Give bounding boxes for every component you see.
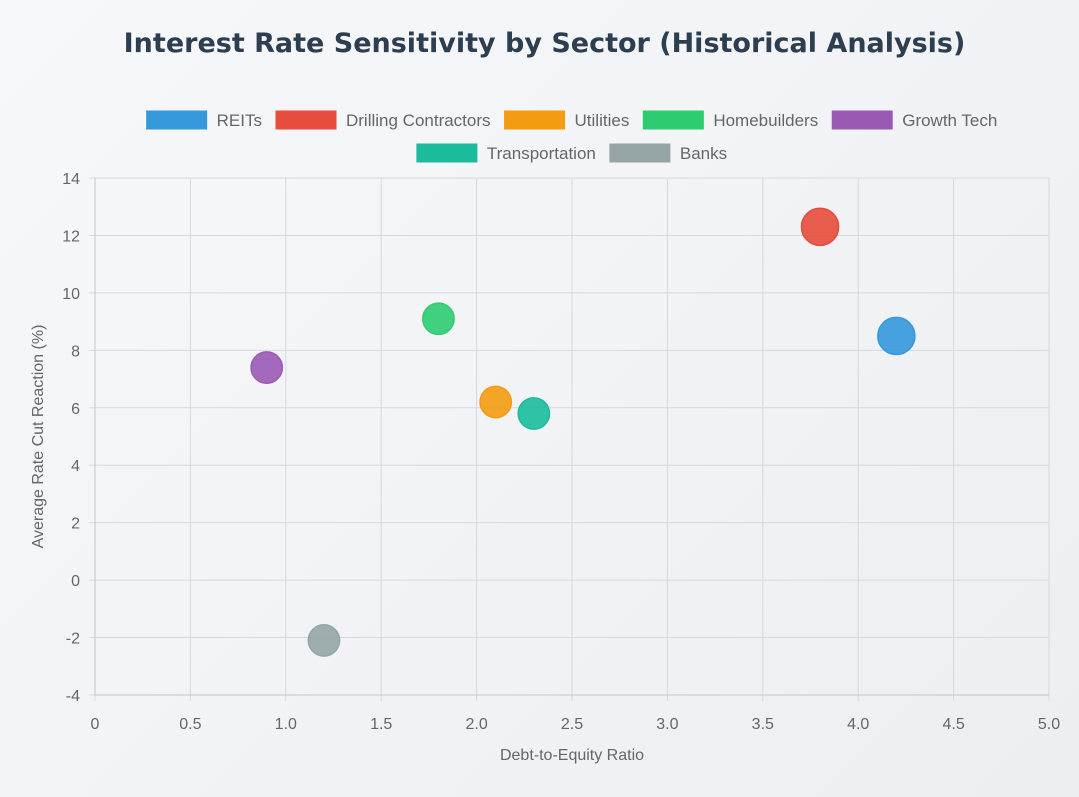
x-tick-label: 2.5: [561, 716, 583, 733]
x-tick-label: 2.0: [465, 716, 487, 733]
data-point-homebuilders: Homebuilders: [422, 302, 455, 336]
legend-swatch: [642, 110, 704, 130]
legend-label: Growth Tech: [902, 111, 997, 130]
legend[interactable]: REITs Drilling Contractors Utilities Homebu…: [146, 110, 998, 163]
x-tick-label: 3.5: [752, 716, 774, 733]
legend-item-reits[interactable]: REITs: [146, 110, 262, 130]
legend-item-banks[interactable]: Banks: [609, 143, 727, 163]
x-tick-label: 0.5: [179, 716, 201, 733]
x-tick-label: 4.0: [847, 716, 869, 733]
legend-item-transportation[interactable]: Transportation: [416, 143, 596, 163]
tick-labels: 0 0.5 1.0 1.5 2.0 2.5 3.0 3.5 4.0 4.5 5.0 -4 -2 0 2 4 6 8…: [62, 171, 1060, 733]
data-point-growth-tech: Growth Tech: [250, 351, 284, 384]
legend-swatch: [146, 110, 208, 130]
legend-swatch: [831, 110, 893, 130]
legend-swatch: [275, 110, 337, 130]
data-points: REITs Drilling Contractors Utilities Homebu…: [250, 207, 916, 657]
y-tick-label: 8: [71, 343, 80, 360]
legend-item-growth-tech[interactable]: Growth Tech: [831, 110, 997, 130]
x-tick-label: 3.0: [656, 716, 678, 733]
y-tick-label: -2: [66, 631, 80, 648]
y-tick-label: 4: [71, 458, 80, 475]
y-tick-label: 0: [71, 573, 80, 590]
legend-swatch: [416, 143, 478, 163]
data-point-drilling-contractors: Drilling Contractors: [800, 207, 840, 247]
legend-label: Homebuilders: [713, 111, 818, 130]
data-point-banks: Banks: [307, 624, 341, 657]
legend-item-homebuilders[interactable]: Homebuilders: [642, 110, 818, 130]
legend-item-utilities[interactable]: Utilities: [504, 110, 630, 130]
legend-swatch: [504, 110, 566, 130]
legend-label: Transportation: [487, 144, 596, 163]
chart-title: Interest Rate Sensitivity by Sector (His…: [123, 28, 966, 59]
y-tick-label: 6: [71, 401, 80, 418]
legend-item-drilling-contractors[interactable]: Drilling Contractors: [275, 110, 491, 130]
x-tick-label: 0: [91, 716, 100, 733]
legend-label: Banks: [680, 144, 727, 163]
x-tick-label: 5.0: [1038, 716, 1060, 733]
x-axis-title: Debt-to-Equity Ratio: [500, 747, 644, 764]
y-tick-label: 2: [71, 516, 80, 533]
y-axis-title: Average Rate Cut Reaction (%): [30, 325, 47, 549]
axes: [94, 178, 1049, 696]
data-point-transportation: Transportation: [517, 397, 551, 430]
x-tick-label: 1.5: [370, 716, 392, 733]
y-tick-label: 10: [62, 286, 80, 303]
grid-lines: [89, 177, 1050, 701]
legend-label: REITs: [217, 111, 262, 130]
x-tick-label: 1.0: [275, 716, 297, 733]
legend-label: Drilling Contractors: [346, 111, 491, 130]
data-point-reits: REITs: [877, 316, 916, 356]
y-tick-label: -4: [66, 688, 80, 705]
legend-label: Utilities: [575, 111, 630, 130]
y-tick-label: 14: [62, 171, 80, 188]
data-point-utilities: Utilities: [479, 385, 513, 419]
legend-swatch: [609, 143, 671, 163]
x-tick-label: 4.5: [942, 716, 964, 733]
y-tick-label: 12: [62, 228, 80, 245]
